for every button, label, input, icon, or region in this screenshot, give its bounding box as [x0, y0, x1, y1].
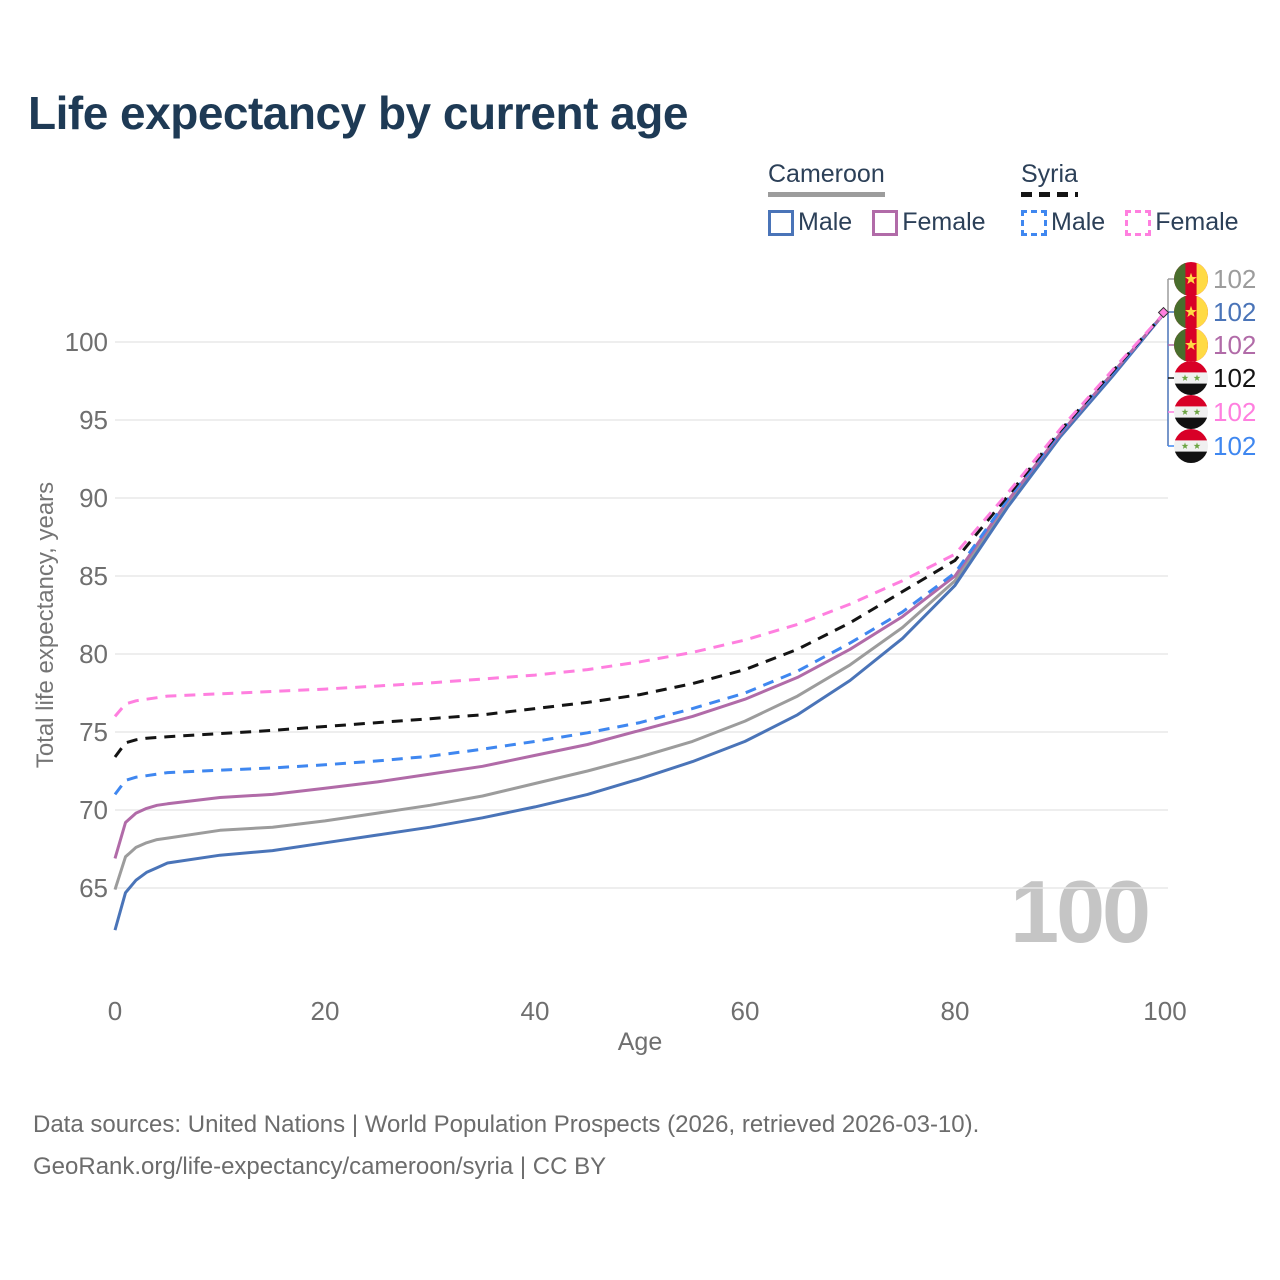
- x-tick-label: 40: [520, 996, 550, 1026]
- legend-group-cameroon: Cameroon Male Female: [768, 160, 986, 237]
- legend-item-label: Male: [1051, 208, 1106, 236]
- y-tick-label: 95: [79, 405, 108, 435]
- y-tick-label: 90: [79, 483, 108, 513]
- series-line-cameroon-male: [113, 311, 1167, 931]
- legend-cameroon-label: Cameroon: [768, 160, 885, 188]
- legend-item-label: Female: [902, 208, 986, 236]
- x-tick-label: 80: [940, 996, 970, 1026]
- end-label-value: 102: [1213, 431, 1257, 461]
- end-label-value: 102: [1213, 330, 1257, 360]
- x-tick-label: 0: [107, 996, 123, 1026]
- series-line-syria-male: [113, 311, 1167, 796]
- x-axis-title: Age: [617, 1028, 663, 1056]
- legend-cameroon-title[interactable]: Cameroon: [768, 160, 885, 197]
- x-tick-label: 20: [310, 996, 340, 1026]
- legend-item-syria-female[interactable]: Female: [1125, 208, 1239, 237]
- series-line-syria-female: [113, 311, 1167, 718]
- end-label-value: 102: [1213, 297, 1257, 327]
- cameroon-male-swatch-icon: [768, 209, 794, 236]
- page-title: Life expectancy by current age: [28, 87, 688, 139]
- series-line-cameroon-female: [113, 311, 1167, 859]
- y-tick-label: 65: [79, 873, 108, 903]
- series-line-syria-total: [113, 311, 1167, 758]
- x-tick-label: 60: [730, 996, 760, 1026]
- footer: Data sources: United Nations | World Pop…: [33, 1104, 979, 1188]
- legend-syria-items: Male Female: [1021, 208, 1239, 237]
- footer-data-sources: Data sources: United Nations | World Pop…: [33, 1111, 980, 1138]
- legend-item-label: Male: [798, 208, 853, 236]
- end-label-value: 102: [1213, 363, 1257, 393]
- end-label-row-cameroon-1: 102: [1174, 295, 1256, 329]
- end-label-value: 102: [1213, 397, 1257, 427]
- end-label-row-cameroon-2: 102: [1174, 328, 1256, 362]
- y-tick-label: 80: [79, 639, 108, 669]
- syria-flag-icon: [1174, 429, 1208, 463]
- cameroon-flag-icon: [1174, 295, 1208, 329]
- legend-group-syria: Syria Male Female: [1021, 160, 1239, 237]
- syria-line-swatch: [1021, 192, 1078, 197]
- convergence-marker-icon: [1157, 306, 1170, 319]
- legend-item-label: Female: [1155, 208, 1239, 236]
- cameroon-female-swatch-icon: [872, 209, 899, 236]
- syria-male-swatch-icon: [1021, 209, 1047, 236]
- legend-item-syria-male[interactable]: Male: [1021, 208, 1105, 237]
- legend-item-cameroon-female[interactable]: Female: [872, 208, 986, 237]
- x-tick-label: 100: [1143, 996, 1187, 1026]
- syria-flag-icon: [1174, 395, 1208, 429]
- cameroon-line-swatch: [768, 192, 885, 197]
- y-tick-label: 85: [79, 561, 108, 591]
- y-tick-label: 70: [79, 795, 108, 825]
- end-label-row-syria-4: 102: [1174, 395, 1256, 429]
- y-tick-label: 75: [79, 717, 108, 747]
- legend-syria-label: Syria: [1021, 160, 1078, 188]
- cameroon-flag-icon: [1174, 262, 1208, 296]
- footer-attribution-link: GeoRank.org/life-expectancy/cameroon/syr…: [33, 1153, 607, 1180]
- end-label-row-syria-5: 102: [1174, 429, 1256, 463]
- y-tick-label: 100: [64, 327, 108, 357]
- end-label-row-syria-3: 102: [1174, 361, 1256, 395]
- hover-age-watermark: 100: [1010, 862, 1151, 961]
- syria-female-swatch-icon: [1125, 209, 1152, 236]
- series-line-cameroon-total: [113, 311, 1167, 891]
- cameroon-flag-icon: [1174, 328, 1208, 362]
- syria-flag-icon: [1174, 361, 1208, 395]
- end-label-value: 102: [1213, 264, 1257, 294]
- legend-cameroon-items: Male Female: [768, 208, 986, 237]
- legend-syria-title[interactable]: Syria: [1021, 160, 1078, 197]
- end-label-row-cameroon-0: 102: [1174, 262, 1256, 296]
- legend-item-cameroon-male[interactable]: Male: [768, 208, 852, 237]
